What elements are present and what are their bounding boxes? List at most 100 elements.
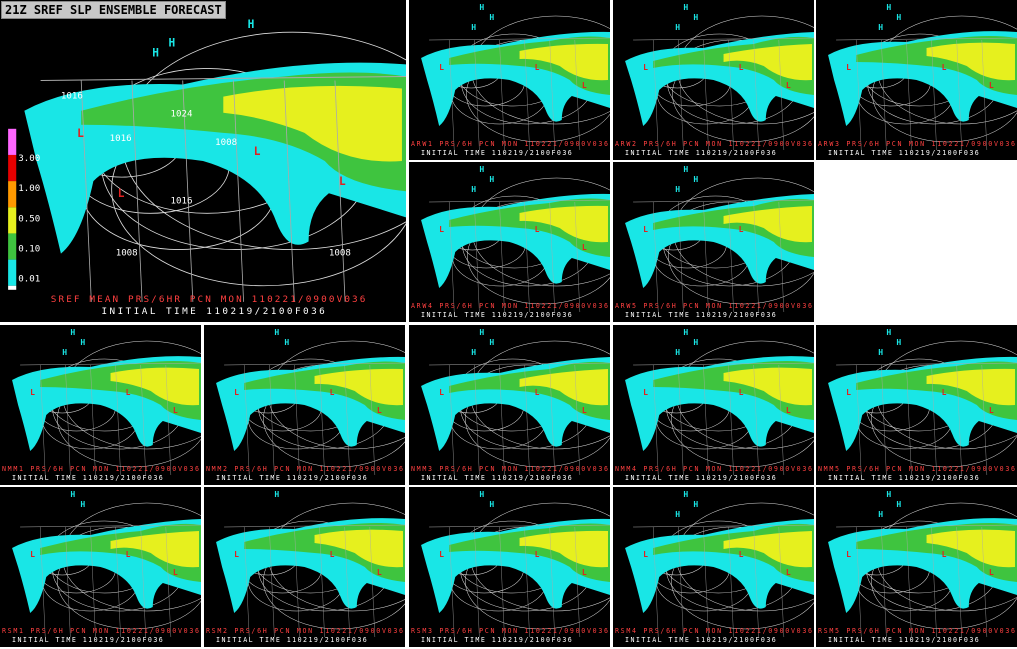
state-line [753,526,759,638]
border-line [224,524,405,528]
state-line [90,526,96,638]
precip-heavy [223,85,402,162]
init-time: INITIAL TIME 110219/2100F036 [625,311,776,319]
pressure-center: H [675,185,680,194]
precip-heavy [926,42,1015,81]
pressure-center: L [643,388,648,397]
legend-swatch [8,181,17,208]
pressure-center: L [739,63,744,72]
pressure-center: H [886,490,891,499]
border-line [20,362,201,366]
pressure-center: H [168,36,175,49]
border-line [20,524,201,528]
pressure-center: H [479,490,484,499]
state-line [80,80,92,302]
panel-label: RSM4 PRS/6H PCN MON 110221/0900V036 [615,627,812,635]
state-line [243,526,250,638]
panel-label: ARW4 PRS/6H PCN MON 110221/0900V036 [411,302,608,310]
pressure-center: L [377,406,382,415]
precip-heavy [314,529,403,568]
state-line [855,526,862,638]
state-line [319,526,325,638]
pressure-center: L [643,550,648,559]
pressure-center: L [786,81,791,90]
state-line [574,526,581,638]
state-line [549,526,555,638]
isobar-label: 1016 [110,134,132,144]
legend-label: 0.01 [18,275,40,285]
pressure-center: L [439,388,444,397]
legend-label: 0.50 [18,214,40,224]
state-line [182,80,194,302]
state-line [549,201,555,313]
pressure-center: H [489,500,494,509]
pressure-center: H [896,13,901,22]
pressure-center: L [739,388,744,397]
pressure-center: H [479,3,484,12]
panel-label: RSM2 PRS/6H PCN MON 110221/0900V036 [206,627,403,635]
isobar-label: 1016 [61,92,83,102]
pressure-center: L [77,127,84,140]
state-line [574,39,581,151]
border-line [633,524,814,528]
state-line [524,364,530,476]
pressure-center: H [80,500,85,509]
pressure-center: L [643,225,648,234]
pressure-center: L [942,550,947,559]
border-line [633,37,814,41]
precip-heavy [926,529,1015,568]
init-time: INITIAL TIME 110219/2100F036 [12,474,163,482]
precip-heavy [519,43,608,81]
state-line [778,364,785,476]
border-line [429,37,610,41]
pressure-center: H [70,490,75,499]
precip-heavy [723,44,812,81]
pressure-center: L [739,225,744,234]
pressure-center: H [896,500,901,509]
state-line [344,526,350,638]
panel-label: ARW3 PRS/6H PCN MON 110221/0900V036 [818,140,1015,148]
state-line [855,39,862,151]
map-panel: H L L L RSM2 PRS/6H PCN MON 110221/0900V036I… [204,487,405,647]
pressure-center: L [942,388,947,397]
precip-heavy [926,368,1015,406]
state-line [243,364,250,476]
state-line [65,526,71,638]
pressure-center: H [489,175,494,184]
pressure-center: L [582,243,587,252]
state-line [678,526,684,638]
state-line [881,39,887,151]
state-line [294,364,300,476]
isobar-label: 1008 [215,138,237,148]
state-line [448,364,455,476]
pressure-center: L [846,63,851,72]
pressure-center: H [878,23,883,32]
pressure-center: L [173,406,178,415]
pressure-center: L [535,63,540,72]
precip-heavy [314,368,403,406]
state-line [728,39,734,151]
state-line [319,364,325,476]
pressure-center: L [989,406,994,415]
state-line [499,364,505,476]
state-line [652,364,659,476]
pressure-center: L [439,63,444,72]
panel-label: NMM4 PRS/6H PCN MON 110221/0900V036 [615,465,812,473]
state-line [269,526,275,638]
state-line [906,39,912,151]
state-line [678,364,684,476]
state-line [906,526,912,638]
state-line [140,364,146,476]
border-line [633,199,814,203]
border-line [429,199,610,203]
state-line [981,526,988,638]
state-line [574,201,581,313]
state-line [474,364,480,476]
pressure-center: H [878,348,883,357]
pressure-center: H [675,23,680,32]
panel-label: ARW2 PRS/6H PCN MON 110221/0900V036 [615,140,812,148]
legend-label: 1.00 [18,184,40,194]
